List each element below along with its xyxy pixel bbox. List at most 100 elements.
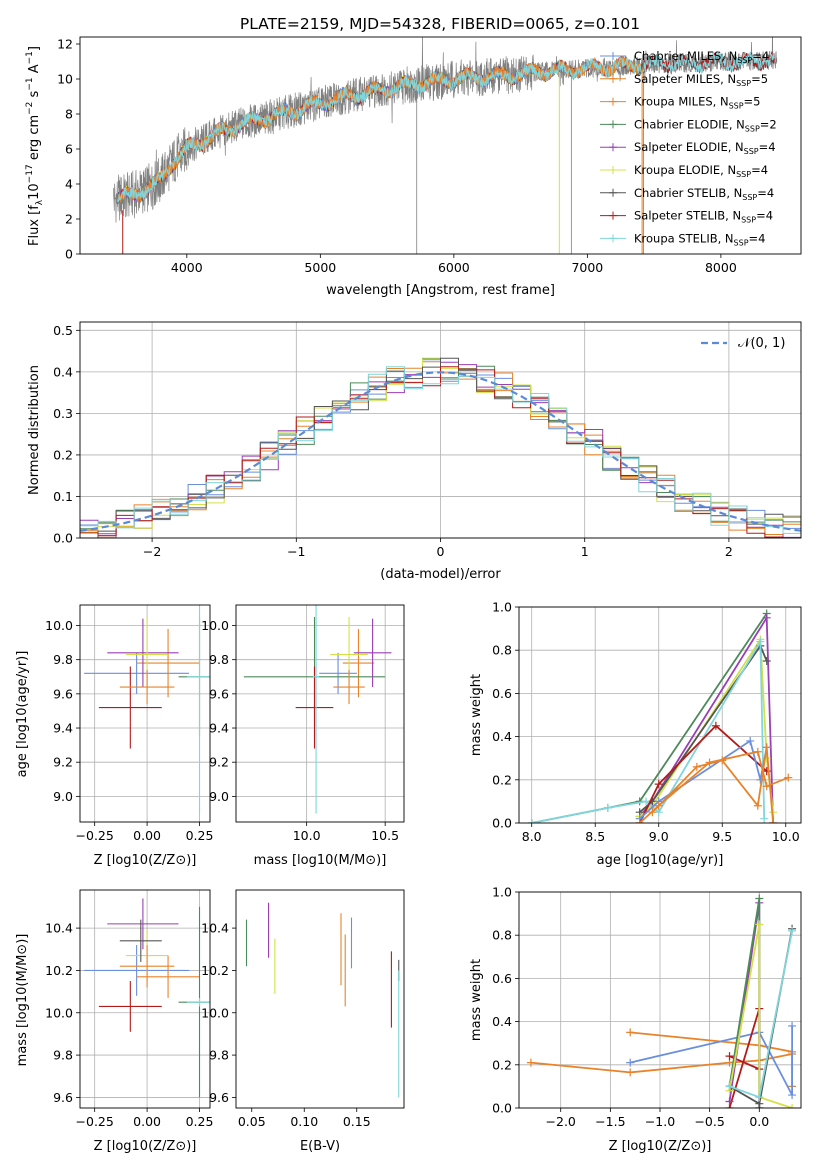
- x-axis-label: wavelength [Angstrom, rest frame]: [326, 283, 555, 298]
- x-tick-label: 0.25: [186, 1114, 214, 1129]
- series-point: [635, 819, 644, 823]
- x-tick-label: 1: [581, 544, 589, 559]
- y-tick-label: 9.0: [209, 789, 229, 804]
- x-tick-label: −2.0: [546, 1114, 576, 1129]
- x-tick-label: 9.5: [712, 829, 732, 844]
- x-tick-label: 7000: [571, 260, 603, 275]
- plot-area: [245, 902, 400, 1098]
- y-axis-label: Flux [fλ10−17 erg cm−2 s−1 A−1]: [25, 46, 45, 246]
- normal-curve: [80, 371, 801, 532]
- y-tick-label: 10.0: [201, 618, 229, 633]
- legend-label: Chabrier ELODIE, NSSP=2: [634, 117, 777, 133]
- y-tick-label: 0.8: [492, 643, 512, 658]
- x-tick-label: 0.00: [133, 828, 161, 843]
- series-point: [746, 736, 755, 745]
- y-label-part: Flux [f: [27, 205, 42, 246]
- axes-weight-vs-age: 8.0 8.5 9.0 9.5 10.0 0.0 0.2 0.4 0.6 0.8 1.0 age [l…: [469, 600, 802, 868]
- legend-entry: Salpeter MILES, NSSP=5: [600, 72, 768, 88]
- series-point: [762, 743, 771, 752]
- series-salpeter-miles: [526, 1050, 797, 1077]
- y-tick-label: 2: [65, 212, 73, 227]
- errorbar-kroupa-miles: [119, 669, 175, 705]
- x-tick-label: 0.15: [343, 1114, 371, 1129]
- legend-nval: =4: [757, 186, 774, 200]
- plot-area: [113, 37, 778, 254]
- legend-marker: [609, 97, 617, 106]
- x-tick-label: −0.5: [694, 1114, 724, 1129]
- legend-entry: Salpeter STELIB, NSSP=4: [600, 209, 773, 225]
- y-tick-label: 9.2: [53, 755, 73, 770]
- legend-marker: [609, 234, 617, 243]
- errorbar-salpeter-elodie: [353, 618, 392, 688]
- x-tick-label: 8000: [705, 260, 737, 275]
- series-line: [629, 1025, 793, 1096]
- errorbar-chabrier-miles: [84, 945, 190, 996]
- x-axis-label: age [log10(age/yr)]: [597, 853, 724, 868]
- y-label-part: −17: [25, 164, 35, 183]
- series-point: [753, 747, 762, 756]
- x-tick-label: 8.5: [585, 829, 605, 844]
- y-label-part: 10: [27, 183, 42, 200]
- y-label-part: −2: [25, 102, 35, 115]
- legend-nval: =2: [760, 117, 777, 131]
- legend-label: Kroupa STELIB, NSSP=4: [634, 231, 765, 247]
- series-point: [788, 1104, 797, 1108]
- x-tick-label: 10.0: [293, 828, 321, 843]
- legend-nsub: SSP: [742, 193, 757, 202]
- legend-nval: =4: [749, 231, 766, 245]
- series-point: [526, 1058, 535, 1067]
- legend-entry: Chabrier STELIB, NSSP=4: [600, 186, 774, 202]
- legend-entry: Kroupa ELODIE, NSSP=4: [600, 163, 768, 179]
- axes-frame: [235, 889, 405, 1109]
- plot-area: [526, 894, 797, 1108]
- x-tick-label: 0.05: [238, 1114, 266, 1129]
- legend-n: , N: [729, 117, 745, 131]
- legend-name: Chabrier MILES: [634, 49, 721, 63]
- y-tick-label: 9.6: [209, 686, 229, 701]
- y-tick-label: 10.4: [201, 921, 229, 936]
- legend-nsub: SSP: [736, 79, 751, 88]
- x-axis-label: (data-model)/error: [380, 567, 501, 582]
- y-tick-label: 0.1: [53, 489, 73, 504]
- legend-entry: Salpeter ELODIE, NSSP=4: [600, 140, 776, 156]
- legend-nval: =5: [751, 72, 768, 86]
- x-tick-label: −0.25: [76, 1114, 114, 1129]
- series-point: [692, 762, 701, 771]
- series-point: [760, 814, 769, 823]
- y-label-part: ]: [27, 46, 42, 51]
- y-label-part: A: [27, 64, 42, 77]
- x-tick-label: 0.25: [186, 828, 214, 843]
- legend-marker: [609, 120, 617, 129]
- y-tick-label: 9.2: [209, 755, 229, 770]
- legend-marker: [609, 143, 617, 152]
- legend-nval: =4: [759, 140, 776, 154]
- series-point: [753, 801, 762, 810]
- legend-name: Salpeter MILES: [634, 72, 720, 86]
- x-tick-label: 10.0: [772, 829, 800, 844]
- legend-name: Kroupa STELIB: [634, 231, 718, 245]
- legend-nsub: SSP: [741, 216, 756, 225]
- legend-name: Salpeter STELIB: [634, 209, 725, 223]
- y-tick-label: 12: [57, 37, 73, 52]
- series-point: [603, 803, 612, 812]
- axes-mass-vs-ebv: 0.05 0.10 0.15 9.6 9.8 10.0 10.2 10.4 E(B-V): [201, 889, 405, 1154]
- x-axis-label: mass [log10(M/M⊙)]: [254, 853, 387, 868]
- errorbar-kroupa-stelib: [186, 605, 210, 814]
- x-tick-label: 6000: [438, 260, 470, 275]
- legend-n: , N: [726, 186, 742, 200]
- y-axis-label: mass weight: [469, 959, 484, 1041]
- plot-area: [527, 609, 793, 823]
- axes-frame: [79, 321, 802, 539]
- y-tick-label: 0.6: [492, 971, 512, 986]
- series-line: [639, 644, 768, 813]
- x-axis-label: Z [log10(Z/Z⊙)]: [609, 1139, 712, 1154]
- model-spectrum-kroupa-stelib: [116, 51, 775, 204]
- axes-frame: [79, 36, 802, 255]
- legend-nsub: SSP: [736, 170, 751, 179]
- y-axis-label: Normed distribution: [27, 365, 42, 495]
- x-tick-label: 0.0: [749, 1114, 769, 1129]
- series-line: [728, 924, 793, 1108]
- x-tick-label: 0.00: [133, 1114, 161, 1129]
- series-point: [788, 926, 797, 935]
